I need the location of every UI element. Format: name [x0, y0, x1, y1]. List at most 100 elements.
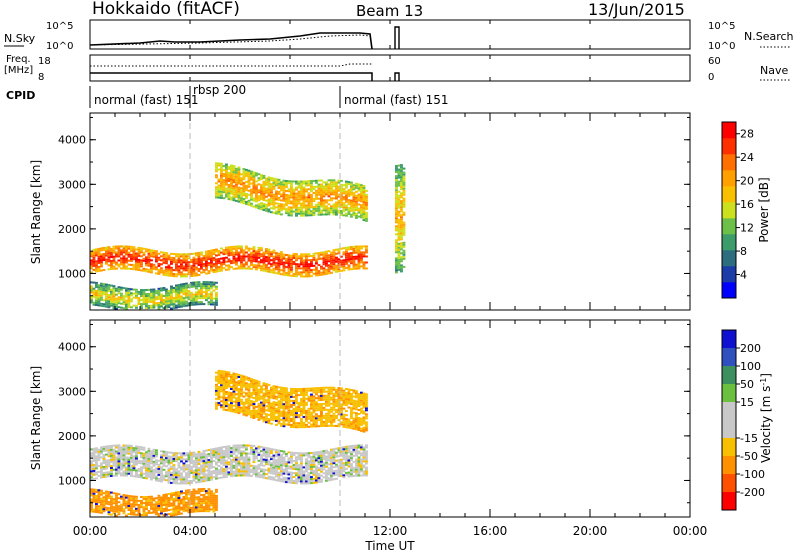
echo-cell [260, 259, 263, 262]
echo-cell [262, 209, 266, 211]
echo-cell [95, 260, 98, 263]
echo-cell [135, 260, 138, 263]
echo-cell [320, 189, 323, 192]
echo-cell [232, 165, 236, 168]
echo-cell [342, 253, 346, 256]
echo-cell [225, 169, 228, 172]
echo-cell [192, 471, 196, 474]
echo-cell [352, 466, 356, 469]
echo-cell [242, 446, 246, 449]
echo-cell [237, 196, 241, 199]
echo-cell [192, 256, 196, 259]
echo-cell [170, 303, 173, 306]
echo-cell [360, 216, 363, 219]
echo-cell [287, 423, 291, 426]
echo-cell [210, 478, 213, 481]
echo-cell [225, 175, 228, 178]
echo-cell [275, 419, 278, 422]
echo-cell [295, 466, 298, 469]
echo-cell [220, 263, 223, 266]
echo-cell [147, 453, 151, 456]
echo-cell [212, 285, 216, 288]
echo-cell [292, 198, 296, 201]
echo-cell [187, 298, 191, 301]
echo-cell [132, 475, 136, 478]
echo-cell [360, 184, 363, 187]
echo-cell [352, 200, 356, 203]
echo-cell [245, 394, 248, 397]
echo-cell [167, 290, 171, 293]
echo-cell [342, 251, 346, 254]
echo-cell [150, 306, 153, 309]
echo-cell [242, 265, 246, 268]
echo-cell [220, 472, 223, 475]
echo-cell [402, 173, 406, 176]
echo-cell [247, 397, 251, 400]
echo-cell [215, 299, 218, 302]
echo-cell [330, 464, 333, 467]
echo-cell [340, 454, 343, 457]
echo-cell [255, 186, 258, 189]
echo-cell [142, 297, 146, 300]
echo-cell [255, 387, 258, 390]
echo-cell [167, 266, 171, 269]
echo-cell [207, 262, 211, 265]
echo-cell [357, 253, 361, 256]
echo-cell [260, 417, 263, 420]
echo-cell [290, 192, 293, 195]
echo-cell [270, 464, 273, 467]
echo-cell [192, 469, 196, 472]
echo-cell [290, 459, 293, 462]
echo-cell [225, 165, 228, 168]
echo-cell [102, 466, 106, 468]
echo-cell [297, 263, 301, 266]
echo-cell [197, 473, 201, 475]
echo-cell [340, 206, 343, 208]
echo-cell [275, 252, 278, 255]
echo-cell [235, 448, 238, 451]
echo-cell [290, 254, 293, 257]
echo-cell [330, 265, 333, 268]
echo-cell [300, 456, 303, 459]
colorbar-swatch [722, 250, 736, 267]
echo-cell [302, 186, 306, 189]
echo-cell [222, 452, 226, 455]
echo-cell [335, 203, 338, 206]
echo-cell [245, 245, 248, 248]
echo-cell [317, 409, 321, 412]
echo-cell [202, 295, 206, 298]
echo-cell [115, 247, 118, 250]
echo-cell [232, 253, 236, 256]
echo-cell [240, 201, 243, 204]
echo-cell [345, 471, 348, 474]
echo-cell [127, 304, 131, 306]
echo-cell [300, 198, 303, 201]
echo-cell [325, 473, 328, 476]
echo-cell [302, 190, 306, 193]
echo-cell [252, 205, 256, 208]
echo-cell [322, 263, 326, 266]
echo-cell [280, 398, 283, 401]
echo-cell [320, 271, 323, 274]
echo-cell [207, 256, 211, 259]
echo-cell [270, 207, 273, 210]
echo-cell [272, 460, 276, 463]
echo-cell [272, 448, 276, 451]
echo-cell [232, 181, 236, 184]
echo-cell [90, 265, 93, 268]
echo-cell [395, 251, 398, 254]
echo-cell [232, 173, 236, 176]
echo-cell [397, 214, 401, 217]
echo-cell [307, 478, 311, 481]
echo-cell [355, 474, 358, 477]
echo-cell [227, 176, 231, 178]
echo-cell [270, 406, 273, 409]
echo-cell [265, 252, 268, 255]
echo-cell [207, 459, 211, 462]
echo-cell [295, 255, 298, 258]
echo-cell [250, 172, 253, 175]
echo-cell [112, 297, 116, 300]
echo-cell [260, 403, 263, 406]
echo-cell [135, 264, 138, 267]
echo-cell [140, 289, 143, 291]
